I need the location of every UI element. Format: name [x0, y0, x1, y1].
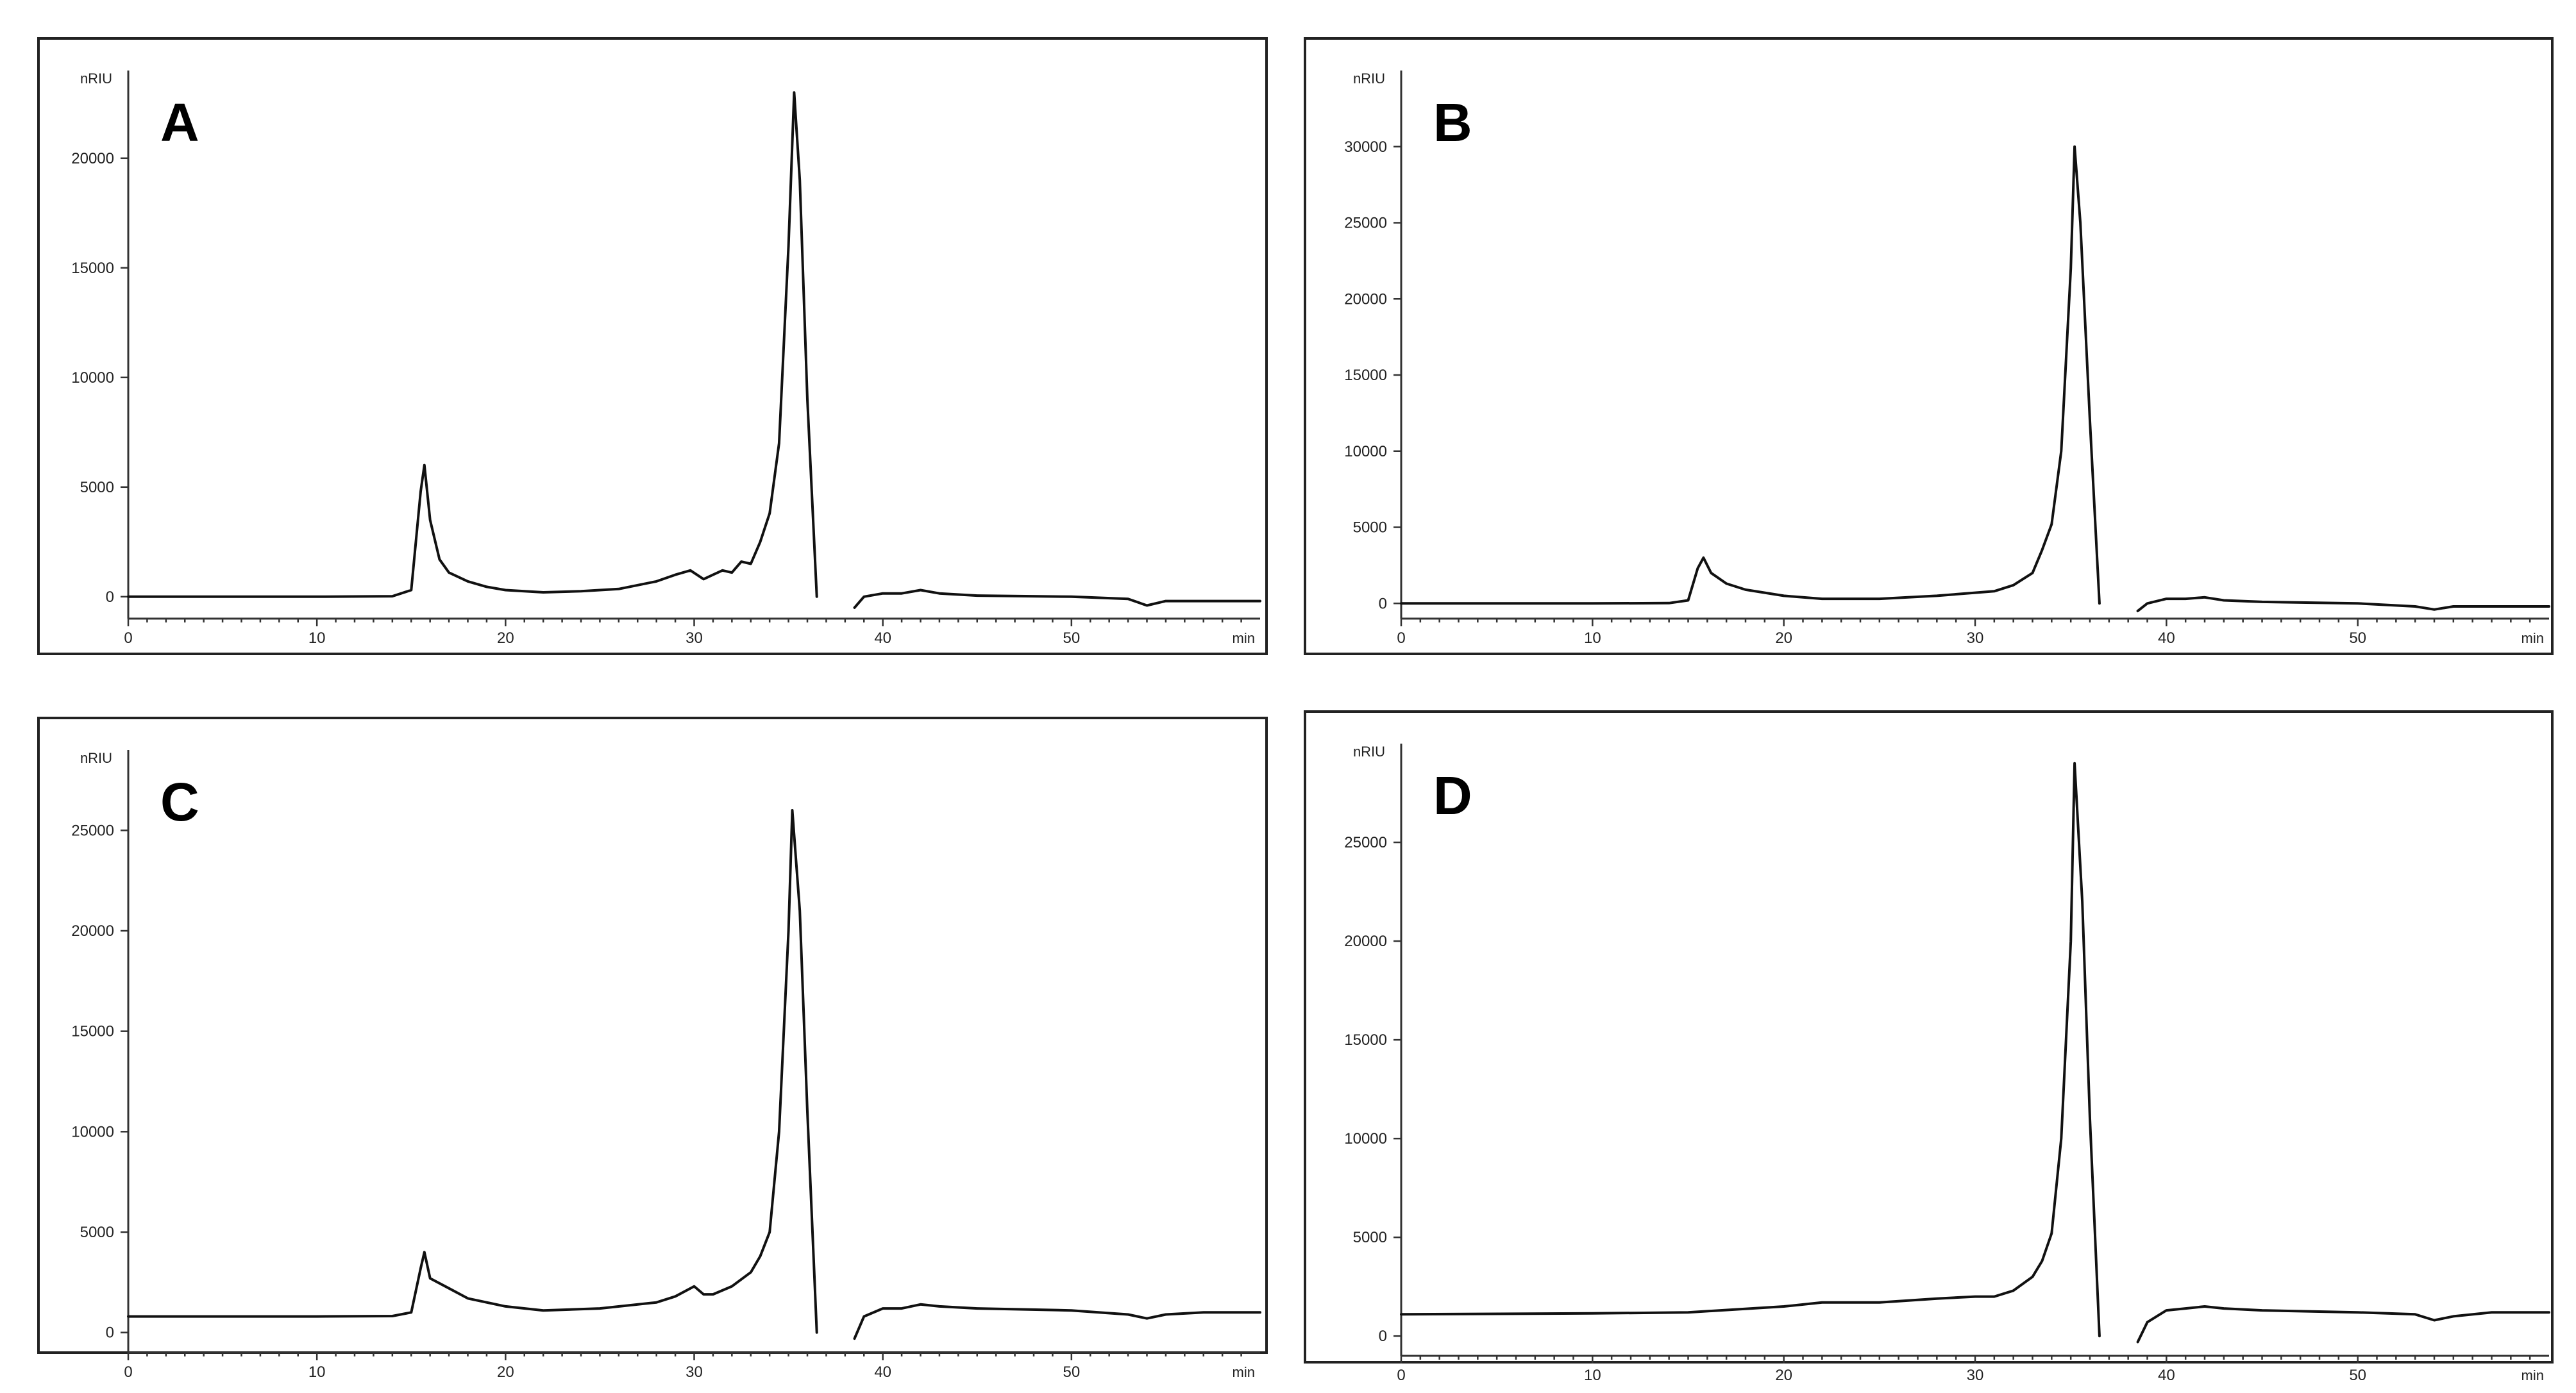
y-tick-label: 25000: [1344, 834, 1387, 851]
y-tick-label: 10000: [1344, 1130, 1387, 1147]
y-tick-label: 30000: [1344, 138, 1387, 156]
y-tick-label: 15000: [71, 260, 114, 277]
x-tick-label: 20: [1775, 1367, 1792, 1384]
y-tick-label: 5000: [1353, 519, 1387, 537]
y-axis-unit: nRIU: [80, 750, 112, 766]
y-tick-label: 5000: [1353, 1229, 1387, 1246]
panel-frame: [1304, 37, 2554, 655]
chromatogram-trace: [2136, 1305, 2550, 1344]
x-axis-unit: min: [2521, 630, 2544, 646]
panel-letter: C: [160, 772, 199, 832]
x-axis-unit: min: [1233, 1364, 1255, 1380]
x-tick-label: 30: [1967, 630, 1984, 647]
x-tick-label: 0: [124, 630, 132, 647]
y-tick-label: 0: [106, 1324, 114, 1342]
x-tick-label: 30: [1967, 1367, 1984, 1384]
x-tick-label: 20: [497, 1364, 514, 1381]
x-tick-label: 10: [308, 630, 326, 647]
x-tick-label: 30: [686, 1364, 703, 1381]
x-tick-label: 40: [2158, 630, 2175, 647]
x-axis-unit: min: [1233, 630, 1255, 646]
y-tick-label: 25000: [71, 822, 114, 839]
y-tick-label: 20000: [1344, 290, 1387, 308]
y-tick-label: 0: [1379, 1328, 1387, 1345]
x-tick-label: 50: [2349, 1367, 2366, 1384]
chromatogram-trace: [853, 1303, 1261, 1340]
panel-frame: [37, 717, 1268, 1354]
chart-panel-b: 0 5000 10000 15000 20000 25000 30000 0 10 20 30 40 5…: [1304, 37, 2554, 655]
chromatogram-trace: [853, 588, 1261, 609]
panel-letter: B: [1433, 92, 1472, 153]
x-tick-label: 50: [1063, 630, 1080, 647]
chromatogram-trace: [1400, 145, 2101, 605]
y-tick-label: 15000: [1344, 1031, 1387, 1049]
x-tick-label: 0: [1397, 1367, 1405, 1384]
x-axis-unit: min: [2521, 1367, 2544, 1383]
x-tick-label: 20: [1775, 630, 1792, 647]
chart-panel-d: 0 5000 10000 15000 20000 25000 0 10 20 30 40 50 nRIU…: [1304, 710, 2554, 1384]
y-tick-label: 5000: [80, 1224, 114, 1241]
y-axis-unit: nRIU: [1353, 744, 1385, 760]
chart-panel-c: 0 5000 10000 15000 20000 25000 0 10 20 30 40 50 nRIU…: [37, 717, 1268, 1381]
y-tick-label: 10000: [71, 369, 114, 387]
x-tick-label: 10: [1584, 630, 1601, 647]
panel-letter: D: [1433, 765, 1472, 826]
y-tick-label: 0: [106, 588, 114, 606]
x-tick-label: 30: [686, 630, 703, 647]
y-tick-label: 25000: [1344, 215, 1387, 232]
y-tick-label: 20000: [71, 150, 114, 167]
x-tick-label: 10: [1584, 1367, 1601, 1384]
x-tick-label: 20: [497, 630, 514, 647]
panel-letter: A: [160, 92, 199, 153]
y-axis-unit: nRIU: [80, 71, 112, 87]
x-tick-label: 10: [308, 1364, 326, 1381]
y-tick-label: 0: [1379, 595, 1387, 612]
chart-panel-a: 0 5000 10000 15000 20000 0 10 20 30 40 50 nRIU min A: [37, 37, 1268, 655]
y-tick-label: 5000: [80, 479, 114, 496]
x-tick-label: 50: [2349, 630, 2366, 647]
x-tick-label: 40: [874, 1364, 891, 1381]
x-tick-label: 40: [874, 630, 891, 647]
y-tick-label: 10000: [71, 1123, 114, 1140]
chromatogram-trace: [1400, 762, 2101, 1338]
y-tick-label: 20000: [71, 922, 114, 940]
y-tick-label: 20000: [1344, 933, 1387, 950]
panel-frame: [37, 37, 1268, 655]
x-tick-label: 40: [2158, 1367, 2175, 1384]
y-tick-label: 15000: [1344, 367, 1387, 384]
y-tick-label: 10000: [1344, 443, 1387, 460]
y-axis-unit: nRIU: [1353, 71, 1385, 87]
chromatogram-trace: [127, 91, 818, 598]
chromatogram-trace: [127, 809, 818, 1334]
x-tick-label: 0: [124, 1364, 132, 1381]
x-tick-label: 0: [1397, 630, 1405, 647]
y-tick-label: 15000: [71, 1023, 114, 1040]
x-tick-label: 50: [1063, 1364, 1080, 1381]
chromatogram-trace: [2136, 596, 2550, 613]
panel-frame: [1304, 710, 2554, 1364]
